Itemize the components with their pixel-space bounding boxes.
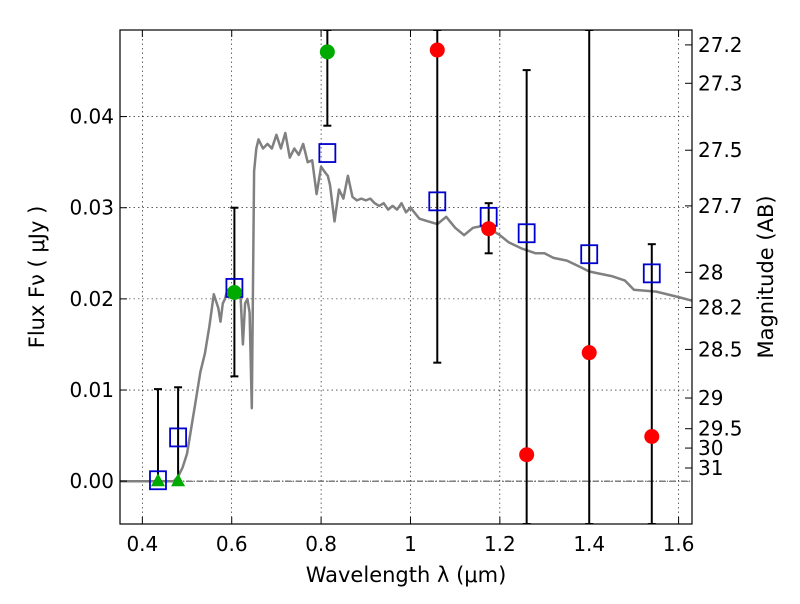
y-tick-label: 0.03 — [69, 196, 114, 220]
y-tick-label: 0.01 — [69, 378, 114, 402]
model-photometry-point — [517, 223, 536, 244]
x-tick-label: 1.4 — [573, 532, 605, 556]
x-tick-label: 1.6 — [663, 532, 695, 556]
y-tick-label: 0.00 — [69, 469, 114, 493]
y-tick-label: 0.04 — [69, 105, 114, 129]
plot-background — [120, 30, 692, 524]
model-photometry-point — [149, 470, 167, 491]
magnitude-tick-label: 29 — [698, 386, 723, 410]
y-axis-ticks: 0.00 0.01 0.02 0.03 0.04 — [69, 105, 127, 493]
x-tick-label: 0.8 — [305, 532, 337, 556]
y-tick-label: 0.02 — [69, 287, 114, 311]
x-tick-label: 1 — [404, 532, 417, 556]
model-photometry-point — [580, 244, 599, 265]
magnitude-axis-title: Magnitude (AB) — [754, 195, 778, 358]
x-axis-title: Wavelength λ (μm) — [306, 563, 507, 587]
model-photometry-point — [318, 143, 337, 163]
x-tick-label: 0.4 — [126, 532, 158, 556]
magnitude-tick-label: 31 — [698, 456, 723, 480]
infrared-flux-point — [481, 221, 497, 237]
x-axis-ticks: 0.4 0.6 0.8 1 1.2 1.4 1.6 — [126, 30, 695, 556]
magnitude-tick-label: 27.7 — [698, 194, 743, 218]
magnitude-tick-label: 30 — [698, 436, 723, 460]
x-tick-label: 1.2 — [484, 532, 516, 556]
model-photometry-point — [428, 191, 447, 212]
model-photometry-point — [642, 263, 661, 284]
infrared-flux-point — [519, 447, 535, 463]
model-photometry-point — [169, 427, 187, 448]
plot-frame — [119, 29, 693, 525]
magnitude-tick-label: 27.5 — [698, 138, 743, 162]
magnitude-tick-label: 28.5 — [698, 337, 743, 361]
magnitude-tick-label: 27.3 — [698, 71, 743, 95]
magnitude-tick-label: 28.2 — [698, 295, 743, 319]
y-axis-title: Flux Fν ( μJy ) — [25, 206, 49, 349]
marker-layer — [149, 42, 661, 491]
optical-limit-point — [171, 473, 186, 487]
magnitude-tick-label: 29.5 — [698, 417, 743, 441]
infrared-flux-point — [581, 345, 597, 361]
x-tick-label: 0.6 — [216, 532, 248, 556]
optical-flux-point — [226, 284, 242, 300]
infrared-flux-point — [644, 429, 660, 445]
magnitude-tick-label: 27.2 — [698, 33, 743, 57]
infrared-flux-point — [429, 42, 445, 58]
magnitude-tick-label: 28 — [698, 260, 723, 284]
optical-flux-point — [319, 44, 335, 60]
optical-limit-point — [150, 473, 165, 487]
